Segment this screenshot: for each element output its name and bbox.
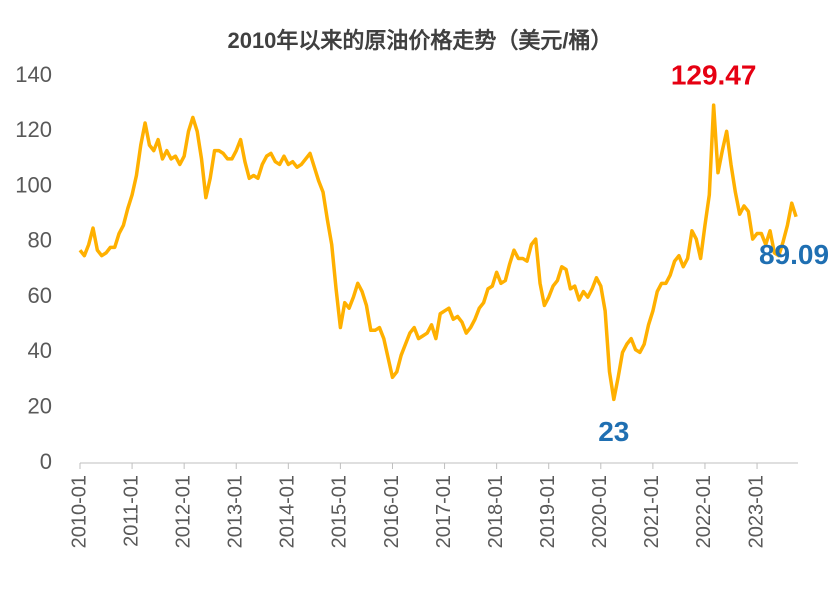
x-tick-label: 2011-01 — [120, 475, 142, 547]
x-tick-label: 2018-01 — [485, 475, 507, 548]
y-tick-label: 60 — [28, 283, 52, 308]
x-tick-label: 2010-01 — [68, 475, 90, 548]
y-tick-label: 100 — [15, 172, 52, 197]
y-tick-label: 140 — [15, 62, 52, 87]
y-tick-label: 20 — [28, 394, 52, 419]
y-tick-label: 80 — [28, 228, 52, 253]
x-tick-label: 2015-01 — [329, 475, 351, 548]
annotation: 23 — [598, 416, 629, 447]
x-tick-label: 2017-01 — [433, 475, 455, 548]
x-tick-label: 2023-01 — [745, 475, 767, 548]
x-tick-label: 2013-01 — [225, 475, 247, 548]
x-tick-label: 2016-01 — [381, 475, 403, 548]
y-tick-label: 40 — [28, 338, 52, 363]
x-tick-label: 2022-01 — [693, 475, 715, 548]
annotation: 89.09 — [759, 239, 829, 270]
y-tick-label: 120 — [15, 117, 52, 142]
price-line — [78, 103, 798, 402]
y-tick-label: 0 — [40, 449, 52, 474]
x-tick-label: 2019-01 — [537, 475, 559, 548]
x-tick-label: 2012-01 — [172, 475, 194, 548]
annotation: 129.47 — [671, 59, 757, 90]
x-tick-label: 2020-01 — [589, 475, 611, 548]
x-tick-label: 2014-01 — [277, 475, 299, 548]
chart-title: 2010年以来的原油价格走势（美元/桶） — [227, 28, 612, 53]
x-tick-label: 2021-01 — [641, 475, 663, 548]
